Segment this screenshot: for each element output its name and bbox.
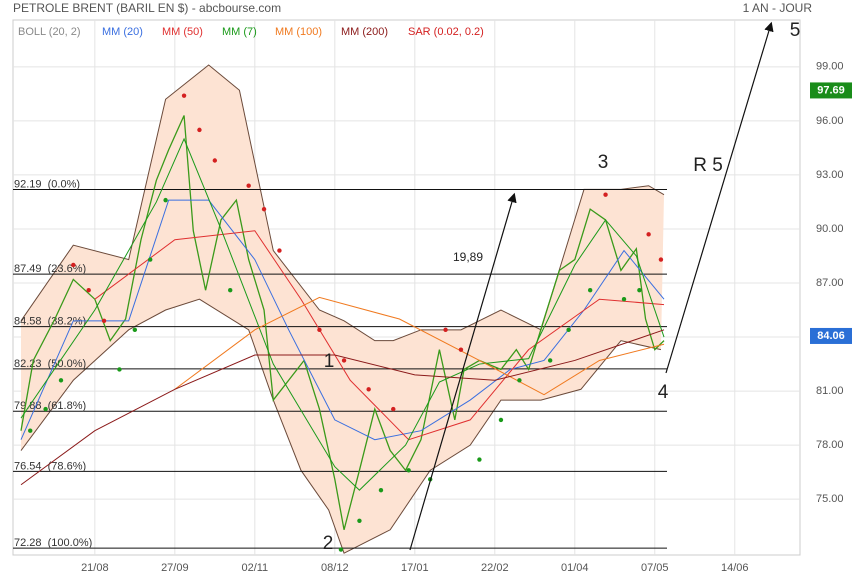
fib-label: 84.58 (38.2%)	[14, 315, 86, 327]
bollinger-lower	[20, 298, 662, 554]
sar-dot	[637, 288, 642, 293]
page-title: PETROLE BRENT (BARIL EN $) - abcbourse.c…	[13, 1, 281, 15]
fib-label: 87.49 (23.6%)	[14, 263, 86, 275]
sar-dot	[443, 327, 448, 333]
legend-entry: MM (7)	[222, 26, 257, 38]
sar-dot	[498, 417, 504, 423]
sar-dot	[163, 197, 168, 203]
sar-dot	[132, 327, 138, 333]
moving-average	[174, 296, 665, 396]
legend-entry: SAR (0.02, 0.2)	[408, 26, 484, 38]
sar-dot	[228, 288, 233, 293]
sar-dot	[246, 183, 251, 188]
sar-dot	[148, 257, 153, 262]
sar-dot	[101, 318, 107, 324]
sar-dot	[587, 288, 593, 293]
legend-entry: MM (20)	[102, 26, 143, 38]
sar-dot	[212, 158, 218, 163]
legend-entry: MM (200)	[341, 26, 388, 38]
wave-label: 5	[790, 20, 801, 41]
arrow	[409, 192, 517, 551]
sar-dot	[477, 457, 482, 462]
sar-dot	[458, 347, 464, 352]
sar-dot	[378, 487, 384, 493]
y-tick-label: 87.00	[816, 277, 844, 289]
fib-label: 72.28 (100.0%)	[14, 537, 92, 549]
sar-dot	[261, 206, 267, 212]
wave-label: 4	[658, 382, 669, 403]
sar-dot	[181, 93, 187, 98]
x-tick-label: 01/04	[561, 562, 589, 574]
sar-dot	[317, 327, 322, 333]
annotation: 19,89	[453, 250, 483, 264]
sar-dot	[117, 367, 122, 372]
last-value-box	[810, 82, 852, 99]
fib-label: 76.54 (78.6%)	[14, 460, 86, 472]
x-tick-label: 27/09	[161, 562, 189, 574]
sar-dot	[71, 262, 76, 268]
x-tick-label: 21/08	[81, 562, 109, 574]
bollinger-fill	[20, 65, 665, 554]
x-tick-label: 07/05	[641, 562, 669, 574]
sar-dot	[366, 387, 371, 392]
sar-dot	[603, 192, 608, 197]
wave-label: R 5	[693, 155, 723, 176]
sar-dot	[338, 547, 344, 552]
sar-dot	[28, 428, 33, 433]
y-tick-label: 93.00	[816, 169, 844, 181]
legend-entry: BOLL (20, 2)	[18, 26, 81, 38]
y-tick-label: 96.00	[816, 115, 844, 127]
sar-dot	[277, 248, 282, 253]
last-value-box	[810, 327, 852, 344]
sar-dot	[406, 468, 411, 473]
arrow	[665, 21, 774, 374]
fib-label: 92.19 (0.0%)	[14, 178, 80, 190]
y-tick-label: 81.00	[816, 385, 844, 397]
legend-entry: MM (50)	[162, 26, 203, 38]
sar-dot	[86, 288, 91, 293]
fib-label: 82.23 (50.0%)	[14, 358, 86, 370]
sar-dot	[391, 406, 396, 412]
sar-dot	[658, 257, 664, 262]
sar-dot	[547, 358, 553, 363]
sar-dot	[58, 378, 64, 383]
moving-average	[20, 329, 665, 486]
x-tick-label: 22/02	[481, 562, 509, 574]
legend-entry: MM (100)	[275, 26, 322, 38]
period: 1 AN - JOUR	[743, 1, 813, 15]
sar-dot	[517, 378, 522, 383]
sar-dot	[197, 127, 202, 133]
y-tick-label: 75.00	[816, 493, 844, 505]
wave-label: 1	[324, 351, 335, 372]
sar-dot	[341, 358, 347, 363]
x-tick-label: 14/06	[721, 562, 749, 574]
wave-label: 2	[323, 533, 334, 554]
x-tick-label: 08/12	[321, 562, 349, 574]
moving-average	[94, 230, 665, 441]
sar-dot	[357, 518, 362, 523]
y-tick-label: 78.00	[816, 439, 844, 451]
wave-label: 3	[598, 152, 609, 173]
y-tick-label: 99.00	[816, 61, 844, 73]
x-tick-label: 17/01	[401, 562, 429, 574]
x-tick-label: 02/11	[241, 562, 268, 574]
last-value: 97.69	[817, 84, 845, 96]
sar-dot	[646, 232, 651, 237]
fib-label: 79.88 (61.8%)	[14, 400, 86, 412]
sar-dot	[43, 406, 48, 412]
sar-dot	[621, 297, 627, 302]
last-value: 84.06	[817, 330, 845, 342]
moving-average	[20, 137, 665, 491]
y-tick-label: 90.00	[816, 223, 844, 235]
sar-dot	[566, 327, 571, 333]
